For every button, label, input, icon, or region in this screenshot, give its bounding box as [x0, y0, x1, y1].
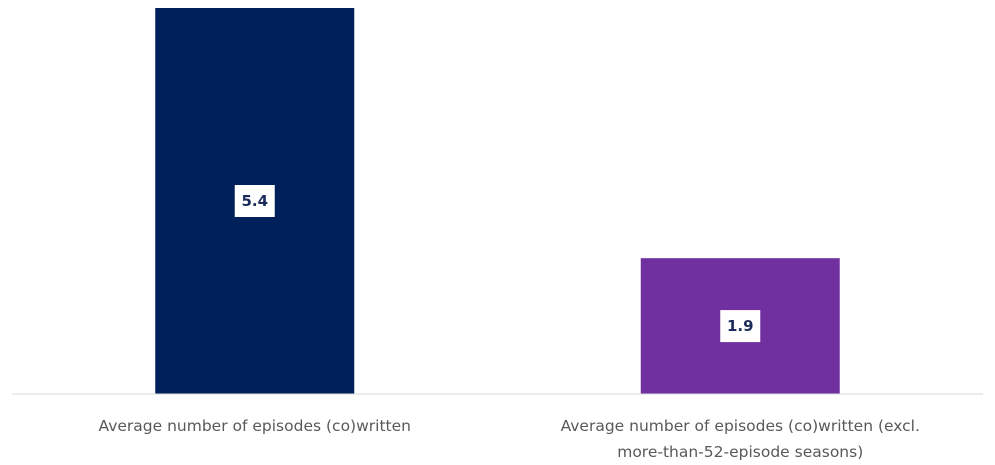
data-label-1: 5.4	[234, 185, 275, 217]
category-label-2: Average number of episodes (co)written (…	[561, 417, 920, 461]
data-label-text: 5.4	[241, 192, 268, 210]
category-label-line: more-than-52-episode seasons)	[617, 443, 863, 461]
category-label-line: Average number of episodes (co)written	[99, 417, 411, 435]
data-label-2: 1.9	[720, 310, 761, 343]
data-label-box	[234, 185, 275, 217]
category-label-1: Average number of episodes (co)written	[99, 417, 411, 435]
data-label-text: 1.9	[727, 317, 754, 335]
category-label-line: Average number of episodes (co)written (…	[561, 417, 920, 435]
data-labels-group: 5.4 1.9	[234, 185, 761, 343]
data-label-box	[720, 310, 761, 343]
category-labels-group: Average number of episodes (co)written Av…	[99, 417, 920, 461]
